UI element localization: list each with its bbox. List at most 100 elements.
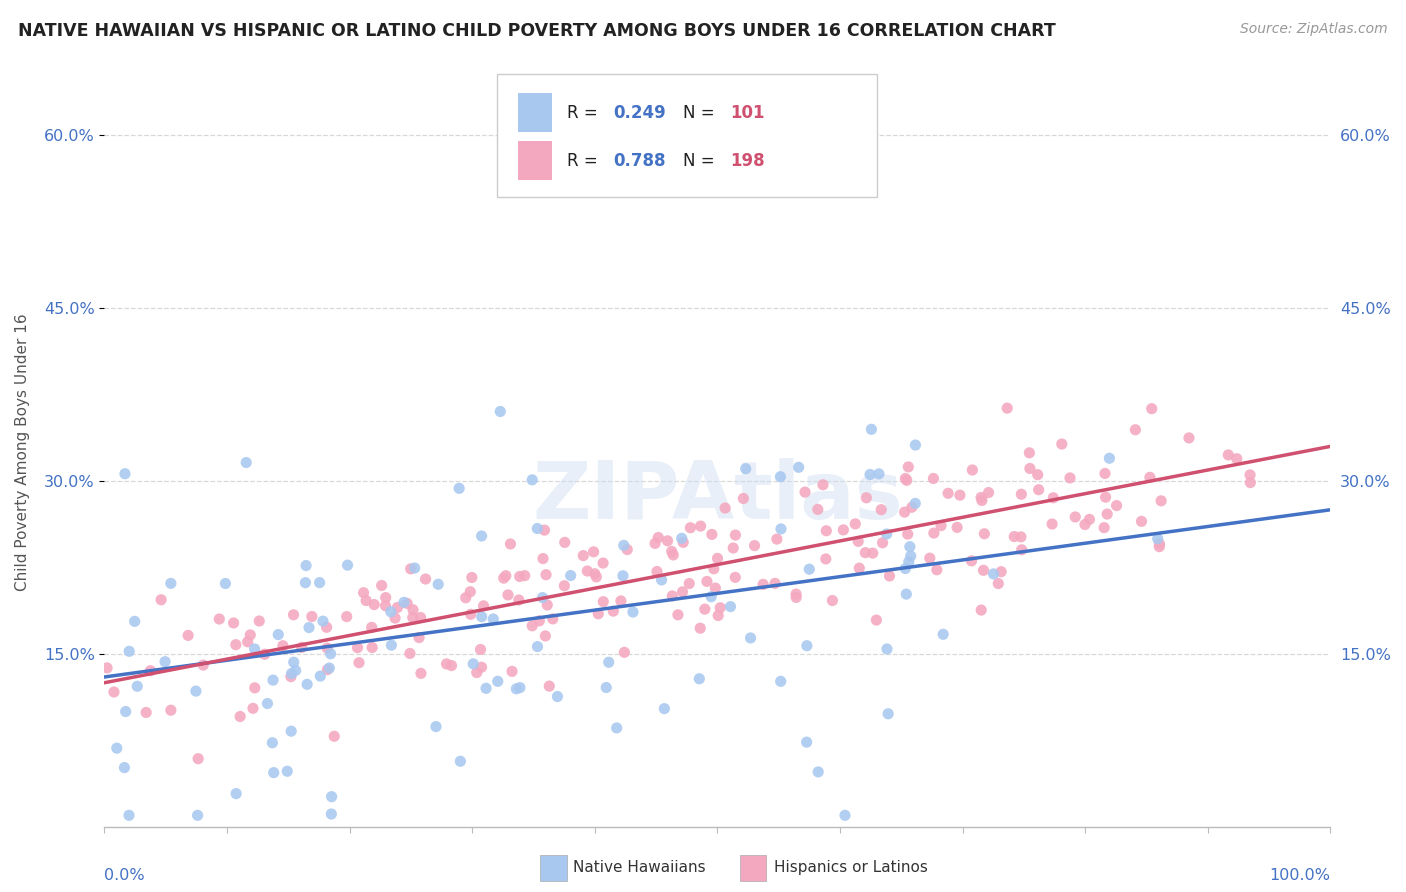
Point — [508, 593, 530, 607]
Point — [554, 535, 576, 549]
Point — [894, 471, 917, 485]
Point — [740, 631, 762, 645]
Point — [877, 706, 900, 721]
Point — [153, 655, 176, 669]
Point — [1226, 451, 1249, 466]
Point — [253, 647, 276, 661]
Text: 100.0%: 100.0% — [1270, 868, 1330, 883]
Point — [392, 595, 415, 609]
Point — [1018, 446, 1040, 460]
Point — [247, 614, 270, 628]
Point — [436, 657, 458, 671]
Point — [662, 548, 685, 562]
Point — [1239, 475, 1261, 490]
Point — [769, 522, 792, 536]
Point — [236, 634, 259, 648]
Point — [486, 674, 509, 689]
Text: 0.249: 0.249 — [613, 103, 666, 121]
Point — [283, 607, 305, 622]
Point — [1149, 537, 1171, 551]
Point — [616, 542, 638, 557]
Point — [177, 628, 200, 642]
Point — [922, 471, 945, 485]
Point — [315, 620, 337, 634]
Point — [1146, 532, 1168, 546]
Point — [612, 568, 634, 582]
Point — [785, 587, 807, 601]
Point — [987, 576, 1010, 591]
Point — [461, 570, 484, 584]
Point — [276, 764, 298, 779]
Point — [572, 549, 595, 563]
Point — [995, 401, 1018, 416]
Point — [440, 658, 463, 673]
Point — [689, 621, 711, 635]
Point — [235, 456, 257, 470]
Point — [796, 735, 818, 749]
Point — [894, 561, 917, 575]
Point — [471, 529, 494, 543]
Point — [671, 532, 693, 546]
Point — [689, 519, 711, 533]
Point — [769, 674, 792, 689]
Point — [280, 724, 302, 739]
Point — [427, 577, 450, 591]
Point — [844, 516, 866, 531]
Point — [700, 590, 723, 604]
Point — [283, 655, 305, 669]
Point — [1019, 461, 1042, 475]
Point — [124, 615, 146, 629]
Point — [308, 575, 330, 590]
Point — [654, 701, 676, 715]
Point — [531, 551, 554, 566]
Point — [505, 681, 527, 696]
Point — [399, 562, 422, 576]
Text: ZIPAtlas: ZIPAtlas — [531, 458, 903, 536]
Point — [336, 609, 359, 624]
Point — [651, 573, 673, 587]
Point — [347, 656, 370, 670]
Point — [859, 467, 882, 482]
Text: 0.0%: 0.0% — [104, 868, 145, 883]
Point — [610, 594, 633, 608]
Point — [408, 631, 430, 645]
Point — [613, 645, 636, 659]
Point — [585, 570, 607, 584]
Point — [807, 502, 830, 516]
Point — [904, 438, 927, 452]
Point — [454, 591, 477, 605]
Text: Native Hawaiians: Native Hawaiians — [572, 860, 706, 875]
Point — [160, 703, 183, 717]
Point — [721, 541, 744, 555]
Point — [363, 598, 385, 612]
Point — [787, 460, 810, 475]
Text: N =: N = — [683, 103, 720, 121]
Point — [187, 808, 209, 822]
Point — [970, 491, 993, 505]
Point — [160, 576, 183, 591]
Point — [613, 538, 636, 552]
Point — [876, 642, 898, 657]
Point — [700, 527, 723, 541]
Point — [672, 535, 695, 549]
Point — [709, 600, 731, 615]
Point — [901, 500, 924, 515]
Point — [1150, 493, 1173, 508]
Point — [794, 485, 817, 500]
Point — [647, 531, 669, 545]
Point — [294, 575, 316, 590]
Point — [262, 673, 284, 687]
Text: NATIVE HAWAIIAN VS HISPANIC OR LATINO CHILD POVERTY AMONG BOYS UNDER 16 CORRELAT: NATIVE HAWAIIAN VS HISPANIC OR LATINO CH… — [18, 22, 1056, 40]
Point — [602, 604, 624, 618]
Point — [298, 621, 321, 635]
Point — [225, 787, 247, 801]
Point — [229, 709, 252, 723]
Point — [1074, 517, 1097, 532]
Point — [538, 679, 561, 693]
Point — [807, 764, 830, 779]
Point — [509, 569, 531, 583]
Point — [1218, 448, 1240, 462]
Point — [897, 527, 920, 541]
Point — [318, 661, 340, 675]
Point — [295, 558, 318, 573]
